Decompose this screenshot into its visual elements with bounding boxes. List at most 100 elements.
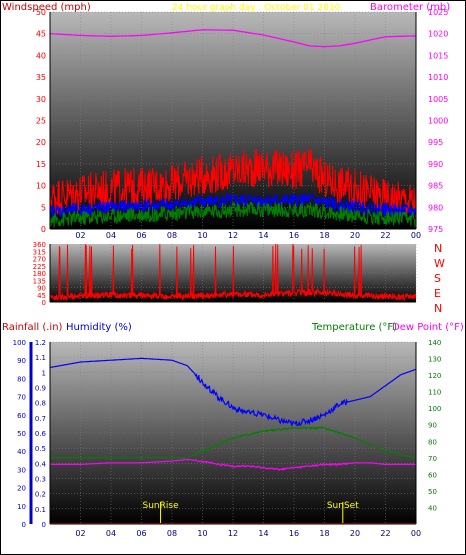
x-tick-label: 00	[411, 231, 421, 240]
barometer-tick-label: 1005	[428, 95, 448, 104]
direction-tick-label: 270	[33, 256, 46, 264]
barometer-tick-label: 990	[428, 160, 443, 169]
x-tick-label: 22	[380, 231, 390, 240]
temperature-tick-label: 50	[428, 488, 437, 496]
sun-marker-label: SunRise	[143, 501, 180, 511]
direction-tick-label: 135	[33, 277, 46, 285]
windspeed-tick-label: 35	[36, 73, 46, 82]
compass-label: W	[434, 257, 445, 270]
rainfall-tick-label: 1	[42, 369, 46, 377]
humidity-tick-label: 40	[17, 448, 26, 456]
rainfall-tick-label: 0.7	[35, 415, 46, 423]
series-line	[50, 148, 416, 218]
windspeed-axis-label: Windspeed (mph)	[2, 2, 91, 13]
x-tick-label: 06	[136, 529, 146, 538]
rainfall-tick-label: 0.1	[35, 506, 46, 514]
compass-label: S	[434, 272, 441, 285]
rainfall-tick-label: 0	[42, 521, 46, 529]
rainfall-tick-label: 0.3	[35, 476, 46, 484]
direction-tick-label: 180	[33, 270, 46, 278]
x-tick-label: 20	[350, 529, 360, 538]
humidity-tick-label: 60	[17, 412, 26, 420]
x-tick-label: 16	[289, 529, 299, 538]
compass-label: E	[434, 287, 441, 300]
windspeed-tick-label: 10	[36, 182, 46, 191]
barometer-tick-label: 1000	[428, 117, 448, 126]
rainfall-tick-label: 0.5	[35, 445, 46, 453]
windspeed-tick-label: 40	[36, 51, 46, 60]
x-tick-label: 18	[319, 529, 329, 538]
series-line	[50, 200, 416, 228]
x-tick-label: 02	[75, 231, 85, 240]
x-tick-label: 00	[411, 529, 421, 538]
humidity-axis-label: Humidity (%)	[66, 322, 132, 333]
series-line	[50, 458, 416, 472]
barometer-tick-label: 975	[428, 225, 443, 234]
barometer-tick-label: 1025	[428, 8, 448, 17]
direction-tick-label: 90	[37, 285, 46, 293]
temperature-tick-label: 90	[428, 422, 437, 430]
windspeed-tick-label: 45	[36, 30, 46, 39]
windspeed-tick-label: 50	[36, 8, 46, 17]
temperature-tick-label: 70	[428, 455, 437, 463]
direction-tick-label: 45	[37, 292, 46, 300]
humidity-tick-label: 30	[17, 466, 26, 474]
series-line	[50, 357, 416, 427]
compass-label: N	[434, 302, 442, 315]
temperature-tick-label: 120	[428, 372, 441, 380]
series-line	[50, 192, 416, 220]
windspeed-tick-label: 25	[36, 117, 46, 126]
series-line	[50, 244, 416, 302]
temperature-tick-label: 140	[428, 339, 441, 347]
x-tick-label: 10	[197, 529, 207, 538]
rainfall-axis-label: Rainfall (.in)	[2, 322, 63, 333]
humidity-tick-label: 10	[17, 503, 26, 511]
chart-title: 24 hour graph day : October 01 2010	[172, 3, 341, 13]
series-line	[50, 426, 416, 459]
x-tick-label: 12	[228, 529, 238, 538]
humidity-tick-label: 100	[13, 339, 26, 347]
x-tick-label: 20	[350, 231, 360, 240]
x-tick-label: 04	[106, 231, 116, 240]
x-tick-label: 16	[289, 231, 299, 240]
sun-marker-label: SunSet	[327, 501, 359, 511]
rainfall-tick-label: 0.4	[35, 460, 47, 468]
humidity-tick-label: 20	[17, 485, 26, 493]
x-tick-label: 22	[380, 529, 390, 538]
barometer-tick-label: 985	[428, 182, 443, 191]
x-tick-label: 12	[228, 231, 238, 240]
windspeed-tick-label: 0	[41, 225, 46, 234]
x-tick-label: 18	[319, 231, 329, 240]
rain-humidity-temperature-panel: SunRise SunSet 0 0.1 0.2 0.3 0.4 0.5 0.6 0.7 0.8 0…	[2, 322, 464, 538]
temperature-axis-label: Temperature (°F)	[311, 322, 397, 333]
series-line	[50, 29, 416, 48]
x-tick-label: 08	[167, 529, 177, 538]
rainfall-tick-label: 0.6	[35, 430, 47, 438]
temperature-tick-label: 60	[428, 471, 437, 479]
windspeed-tick-label: 30	[36, 95, 46, 104]
rainfall-tick-label: 1.1	[35, 354, 46, 362]
humidity-tick-label: 70	[17, 394, 26, 402]
direction-tick-label: 360	[33, 241, 46, 249]
barometer-tick-label: 995	[428, 138, 443, 147]
x-tick-label: 02	[75, 529, 85, 538]
dew-point-axis-label: Dew Point (°F)	[392, 322, 464, 333]
rainfall-tick-label: 1.2	[35, 339, 46, 347]
barometer-tick-label: 980	[428, 203, 443, 212]
temperature-tick-label: 100	[428, 405, 441, 413]
barometer-axis-label: Barometer (mb)	[370, 2, 450, 13]
humidity-tick-label: 0	[22, 521, 26, 529]
rainfall-tick-label: 0.8	[35, 400, 46, 408]
x-tick-label: 06	[136, 231, 146, 240]
x-tick-label: 14	[258, 231, 268, 240]
direction-tick-label: 225	[33, 263, 46, 271]
barometer-tick-label: 1020	[428, 30, 448, 39]
windspeed-tick-label: 15	[36, 160, 46, 169]
direction-tick-label: 315	[33, 248, 46, 256]
temperature-tick-label: 80	[428, 438, 437, 446]
compass-label: N	[434, 242, 442, 255]
